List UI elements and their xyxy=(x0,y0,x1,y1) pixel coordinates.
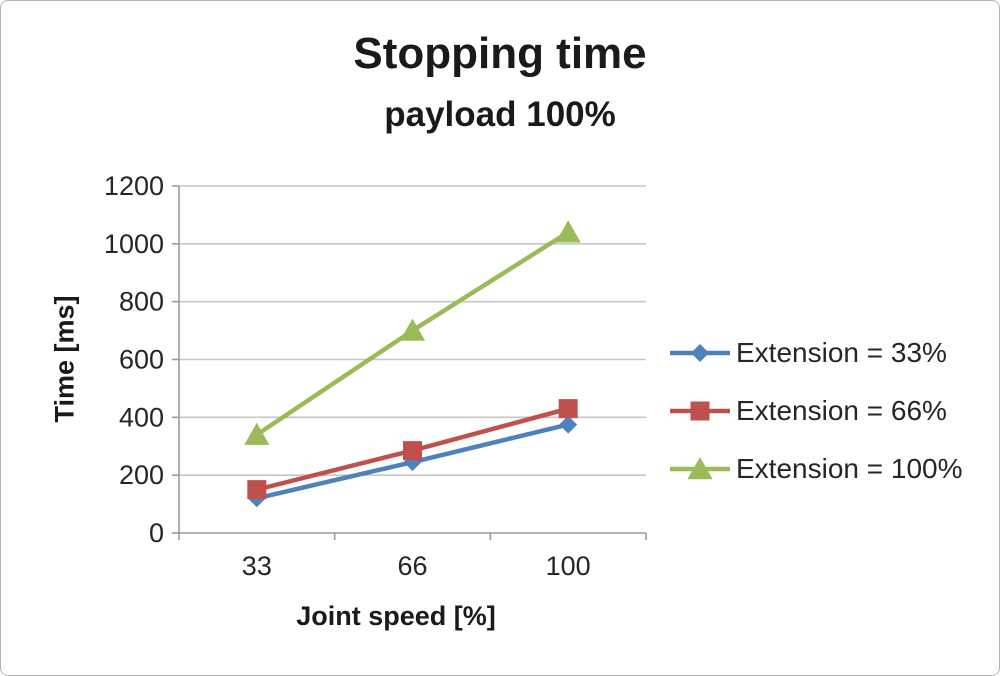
legend-square-marker-icon xyxy=(670,401,730,421)
legend-item: Extension = 33% xyxy=(669,337,963,369)
legend-item: Extension = 100% xyxy=(669,453,963,485)
y-tick-label: 1200 xyxy=(104,171,164,201)
y-axis-title: Time [ms] xyxy=(49,295,80,423)
y-tick-label: 0 xyxy=(149,518,164,548)
y-tick-label: 1000 xyxy=(104,229,164,259)
triangle-marker-icon xyxy=(244,422,270,445)
diamond-marker-icon xyxy=(559,415,578,434)
triangle-marker-icon xyxy=(555,220,581,243)
legend-label: Extension = 100% xyxy=(736,453,963,484)
legend-label: Extension = 33% xyxy=(736,337,947,368)
square-marker-icon xyxy=(558,399,578,419)
y-tick-label: 200 xyxy=(119,460,164,490)
triangle-marker-icon xyxy=(399,318,426,341)
legend-triangle-marker-icon xyxy=(670,457,730,480)
chart-title: Stopping time xyxy=(353,29,647,78)
legend-item: Extension = 66% xyxy=(669,395,963,427)
legend-label: Extension = 66% xyxy=(736,395,947,426)
square-marker-icon xyxy=(247,480,267,500)
legend: Extension = 33% Extension = 66% Extension … xyxy=(669,337,963,485)
square-marker-icon xyxy=(403,441,422,461)
y-tick-label: 400 xyxy=(119,402,164,432)
y-tick-label: 800 xyxy=(119,287,164,317)
x-axis-title: Joint speed [%] xyxy=(296,601,496,631)
x-tick-label: 33 xyxy=(242,551,272,581)
legend-diamond-marker-icon xyxy=(670,344,730,362)
chart-subtitle: payload 100% xyxy=(384,95,616,134)
x-tick-label: 100 xyxy=(546,551,591,581)
y-tick-label: 600 xyxy=(119,345,164,375)
x-tick-label: 66 xyxy=(397,551,427,581)
